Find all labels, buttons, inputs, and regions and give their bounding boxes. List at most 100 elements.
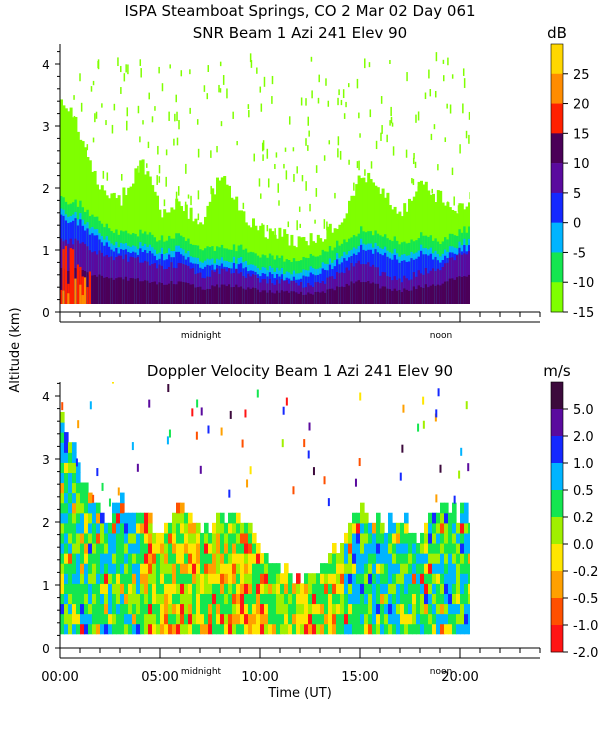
- doppler-cell: [76, 573, 81, 584]
- doppler-cell: [380, 623, 385, 635]
- doppler-cell: [448, 603, 453, 615]
- doppler-cell: [360, 603, 365, 615]
- snr-speckle: [462, 103, 464, 114]
- doppler-cell: [64, 432, 69, 443]
- doppler-cell: [304, 603, 309, 615]
- doppler-cell: [248, 583, 253, 594]
- snr-red-cell: [76, 264, 80, 304]
- snr-speckle: [137, 105, 140, 114]
- doppler-cell: [128, 563, 133, 574]
- colorbar-label: -1.0: [573, 619, 598, 634]
- doppler-cell: [164, 573, 169, 584]
- snr-dark-purple-cell: [163, 284, 167, 304]
- doppler-cell: [196, 542, 201, 554]
- snr-dark-purple-cell: [148, 282, 152, 304]
- doppler-cell: [64, 452, 69, 463]
- doppler-cell: [220, 522, 225, 534]
- doppler-cell: [452, 522, 457, 534]
- doppler-cell: [100, 623, 105, 635]
- colorbar-swatch: [551, 133, 563, 164]
- doppler-cell: [156, 583, 161, 594]
- doppler-cell: [208, 623, 213, 635]
- snr-dark-purple-cell: [223, 284, 227, 304]
- doppler-cell: [348, 563, 353, 574]
- doppler-cell: [176, 583, 181, 594]
- doppler-cell: [176, 613, 181, 625]
- snr-mid-green-cell: [475, 226, 478, 304]
- snr-dark-purple-cell: [103, 277, 107, 304]
- doppler-cell: [428, 563, 433, 574]
- doppler-cell: [104, 522, 109, 534]
- snr-green-cell: [223, 175, 227, 304]
- doppler-cell: [188, 563, 193, 574]
- doppler-cell: [192, 542, 197, 554]
- doppler-cell: [176, 623, 181, 635]
- doppler-cell: [132, 563, 137, 574]
- doppler-cell: [320, 603, 325, 615]
- doppler-cell: [476, 563, 481, 574]
- colorbar-swatch: [551, 598, 563, 626]
- snr-speckle: [359, 133, 361, 138]
- doppler-cell: [332, 542, 337, 554]
- snr-speckle: [271, 96, 273, 104]
- doppler-cell: [116, 522, 121, 534]
- doppler-speckle: [358, 458, 361, 467]
- doppler-cell: [208, 563, 213, 574]
- doppler-cell: [72, 492, 77, 504]
- doppler-speckle: [77, 420, 80, 429]
- doppler-cell: [300, 583, 305, 594]
- doppler-cell: [316, 623, 321, 635]
- snr-speckle: [169, 64, 171, 69]
- doppler-cell: [68, 542, 73, 554]
- doppler-cell: [264, 613, 269, 625]
- doppler-cell: [352, 542, 357, 554]
- snr-speckle: [219, 61, 222, 67]
- doppler-cell: [452, 512, 457, 524]
- snr-speckle: [79, 73, 81, 82]
- doppler-cell: [160, 532, 165, 544]
- snr-speckle: [405, 149, 408, 158]
- doppler-cell: [356, 522, 361, 534]
- doppler-cell: [460, 532, 465, 544]
- snr-speckle: [433, 124, 436, 130]
- doppler-cell: [344, 553, 349, 564]
- doppler-cell: [100, 553, 105, 564]
- doppler-cell: [204, 553, 209, 564]
- doppler-cell: [60, 613, 65, 625]
- doppler-cell: [304, 593, 309, 605]
- doppler-cell: [260, 583, 265, 594]
- snr-speckle: [222, 75, 225, 85]
- snr-speckle: [197, 213, 200, 221]
- doppler-cell: [248, 532, 253, 544]
- doppler-cell: [232, 623, 237, 635]
- doppler-cell: [460, 603, 465, 615]
- doppler-cell: [448, 522, 453, 534]
- doppler-speckle: [241, 439, 244, 448]
- snr-speckle: [137, 165, 139, 176]
- doppler-speckle: [75, 458, 78, 467]
- doppler-cell: [64, 502, 69, 514]
- doppler-cell: [204, 522, 209, 534]
- snr-dark-purple-cell: [470, 278, 473, 304]
- snr-purple-cell: [475, 254, 478, 304]
- doppler-cell: [248, 522, 253, 534]
- doppler-cell: [128, 522, 133, 534]
- doppler-cell: [444, 542, 449, 554]
- doppler-cell: [172, 522, 177, 534]
- doppler-cell: [120, 492, 125, 504]
- doppler-cell: [168, 563, 173, 574]
- doppler-cell: [72, 512, 77, 524]
- snr-speckle: [443, 75, 445, 82]
- snr-speckle: [189, 69, 191, 75]
- snr-speckle: [301, 175, 304, 182]
- doppler-cell: [260, 563, 265, 574]
- doppler-cell: [476, 624, 481, 635]
- doppler-cell: [156, 563, 161, 574]
- doppler-cell: [416, 623, 421, 635]
- y-tick-label: 2: [42, 516, 50, 530]
- doppler-cell: [448, 583, 453, 594]
- doppler-cell: [140, 512, 145, 524]
- doppler-cell: [88, 613, 93, 625]
